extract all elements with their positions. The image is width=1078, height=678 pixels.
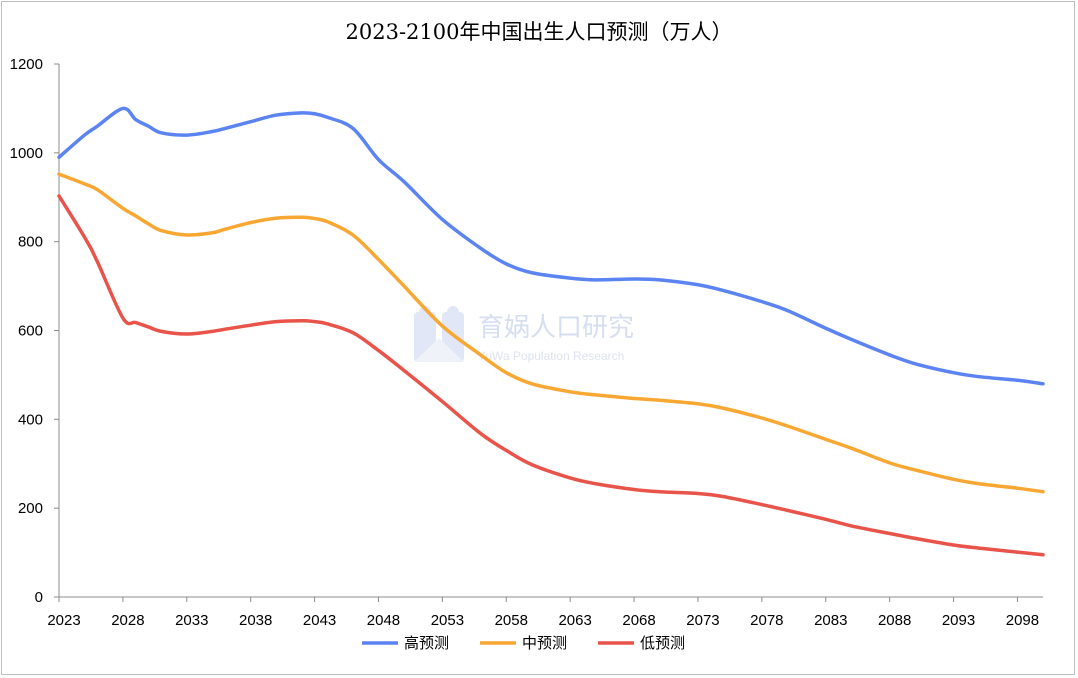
- y-tick-label: 800: [18, 234, 43, 251]
- y-tick-label: 200: [18, 500, 43, 517]
- watermark-subtitle: YuWa Population Research: [478, 349, 624, 363]
- series-line-3: [57, 194, 1045, 557]
- x-tick-label: 2038: [239, 612, 272, 629]
- legend-label-1: 高预测: [404, 634, 449, 652]
- x-tick-label: 2063: [558, 612, 591, 629]
- watermark-title: 育娲人口研究: [478, 313, 634, 343]
- x-tick-label: 2078: [750, 612, 783, 629]
- x-tick-label: 2058: [495, 612, 528, 629]
- x-tick-label: 2073: [686, 612, 719, 629]
- series-line-2: [57, 172, 1045, 494]
- x-tick-label: 2098: [1006, 612, 1039, 629]
- chart-title: 2023-2100年中国出生人口预测（万人）: [345, 20, 733, 44]
- x-tick-label: 2088: [878, 612, 911, 629]
- series-line-1: [57, 106, 1045, 386]
- x-tick-label: 2093: [942, 612, 975, 629]
- legend-label-3: 低预测: [640, 634, 685, 652]
- y-tick-label: 0: [35, 589, 43, 606]
- x-tick-label: 2028: [111, 612, 144, 629]
- axes: 0 200 400 600 800 1000 1200 2023 2028 2033 2038 204…: [10, 56, 1043, 629]
- watermark: 育娲人口研究 YuWa Population Research: [414, 306, 634, 363]
- y-tick-label: 400: [18, 411, 43, 428]
- y-tick-label: 1200: [10, 56, 43, 73]
- x-tick-label: 2083: [814, 612, 847, 629]
- legend-label-2: 中预测: [522, 634, 567, 652]
- x-tick-label: 2023: [47, 612, 80, 629]
- y-tick-label: 600: [18, 323, 43, 340]
- x-tick-label: 2033: [175, 612, 208, 629]
- x-tick-label: 2053: [431, 612, 464, 629]
- x-tick-label: 2068: [622, 612, 655, 629]
- x-tick-label: 2048: [367, 612, 400, 629]
- x-tick-label: 2043: [303, 612, 336, 629]
- watermark-logo-icon: [414, 306, 464, 362]
- legend: 高预测 中预测 低预测: [362, 634, 685, 652]
- series-layer: [57, 106, 1045, 557]
- y-tick-label: 1000: [10, 145, 43, 162]
